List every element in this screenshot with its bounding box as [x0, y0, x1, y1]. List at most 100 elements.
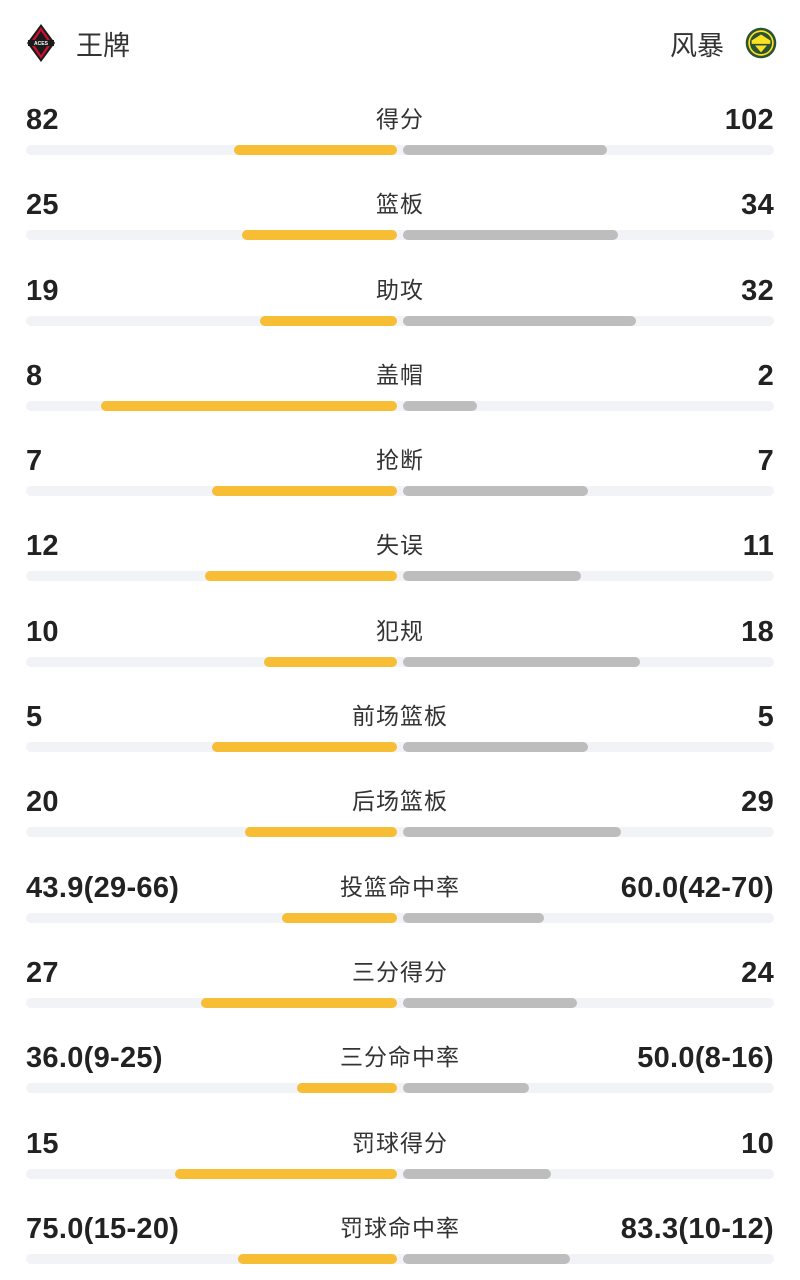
- home-stat-bar: [212, 742, 397, 753]
- away-stat-bar: [403, 315, 636, 326]
- stat-label: 投篮命中率: [340, 874, 460, 901]
- team-header: ACES 王牌 风暴: [0, 0, 800, 86]
- stat-bar-track: [26, 315, 774, 326]
- away-stat-bar: [403, 230, 618, 241]
- home-stat-bar: [242, 230, 397, 241]
- home-stat-bar: [282, 912, 397, 923]
- stat-row: 5 前场篮板 5: [0, 693, 800, 778]
- stat-bar-track: [26, 486, 774, 497]
- away-stat-value: 5: [757, 701, 774, 734]
- away-stat-value: 32: [741, 274, 774, 307]
- stat-bar-track: [26, 1168, 774, 1179]
- home-stat-value: 8: [26, 359, 43, 392]
- away-stat-bar: [403, 486, 588, 497]
- home-stat-value: 36.0(9-25): [26, 1042, 163, 1075]
- stat-row: 15 罚球得分 10: [0, 1120, 800, 1205]
- stat-row: 25 篮板 34: [0, 181, 800, 266]
- stat-row: 43.9(29-66) 投篮命中率 60.0(42-70): [0, 864, 800, 949]
- away-stat-bar: [403, 912, 544, 923]
- away-stat-bar: [403, 742, 588, 753]
- stat-row: 36.0(9-25) 三分命中率 50.0(8-16): [0, 1034, 800, 1119]
- home-stat-bar: [175, 1168, 397, 1179]
- home-stat-bar: [101, 400, 397, 411]
- stat-row: 27 三分得分 24: [0, 949, 800, 1034]
- stat-label: 篮板: [376, 192, 424, 219]
- away-stat-value: 2: [757, 359, 774, 392]
- away-stat-value: 60.0(42-70): [620, 871, 774, 904]
- stat-row: 75.0(15-20) 罚球命中率 83.3(10-12): [0, 1205, 800, 1280]
- stat-label: 罚球得分: [352, 1130, 448, 1157]
- home-stat-value: 43.9(29-66): [26, 871, 180, 904]
- stat-label: 失误: [376, 533, 424, 560]
- home-stat-bar: [264, 656, 397, 667]
- stat-bar-track: [26, 912, 774, 923]
- stat-row: 8 盖帽 2: [0, 352, 800, 437]
- stat-row: 7 抢断 7: [0, 437, 800, 522]
- home-stat-value: 27: [26, 956, 59, 989]
- home-stat-bar: [205, 571, 397, 582]
- aces-logo-icon: ACES: [24, 23, 58, 63]
- stat-label: 三分得分: [352, 959, 448, 986]
- away-stat-value: 7: [757, 445, 774, 478]
- home-stat-value: 15: [26, 1127, 59, 1160]
- away-stat-bar: [403, 827, 621, 838]
- stat-bar-track: [26, 145, 774, 155]
- stat-row: 12 失误 11: [0, 522, 800, 607]
- home-team[interactable]: ACES 王牌: [24, 20, 130, 66]
- stat-bar-track: [26, 400, 774, 411]
- away-stat-value: 24: [741, 956, 774, 989]
- home-team-name: 王牌: [76, 30, 130, 62]
- home-stat-bar: [245, 827, 397, 838]
- away-stat-bar: [403, 400, 477, 411]
- away-stat-bar: [403, 997, 577, 1008]
- stat-bar-track: [26, 1253, 774, 1264]
- home-stat-bar: [201, 997, 397, 1008]
- away-stat-value: 102: [724, 104, 774, 136]
- home-stat-value: 75.0(15-20): [26, 1212, 180, 1245]
- home-stat-value: 82: [26, 104, 59, 136]
- stat-bar-track: [26, 997, 774, 1008]
- away-stat-value: 29: [741, 786, 774, 819]
- stat-label: 助攻: [376, 277, 424, 304]
- home-stat-value: 7: [26, 445, 43, 478]
- away-stat-bar: [403, 1168, 551, 1179]
- stat-label: 三分命中率: [340, 1045, 460, 1072]
- stat-bar-track: [26, 656, 774, 667]
- away-stat-value: 50.0(8-16): [637, 1042, 774, 1075]
- stat-label: 犯规: [376, 618, 424, 645]
- home-stat-bar: [297, 1083, 397, 1094]
- away-team[interactable]: 风暴: [670, 20, 778, 66]
- away-stat-bar: [403, 1253, 570, 1264]
- away-stat-value: 10: [741, 1127, 774, 1160]
- home-stat-value: 12: [26, 530, 59, 563]
- away-stat-bar: [403, 1083, 529, 1094]
- aces-logo-text: ACES: [34, 41, 49, 47]
- home-stat-bar: [234, 145, 397, 155]
- home-stat-bar: [260, 315, 397, 326]
- home-stat-value: 19: [26, 274, 59, 307]
- stat-bar-track: [26, 742, 774, 753]
- stat-bar-track: [26, 1083, 774, 1094]
- away-stat-value: 18: [741, 615, 774, 648]
- stat-bar-track: [26, 827, 774, 838]
- away-stat-bar: [403, 571, 581, 582]
- stat-label: 前场篮板: [352, 704, 448, 731]
- stat-row: 19 助攻 32: [0, 267, 800, 352]
- stat-label: 后场篮板: [352, 789, 448, 816]
- home-stat-value: 5: [26, 701, 43, 734]
- home-stat-value: 25: [26, 189, 59, 222]
- stat-bar-track: [26, 230, 774, 241]
- home-stat-value: 20: [26, 786, 59, 819]
- stat-label: 盖帽: [376, 362, 424, 389]
- home-stat-bar: [238, 1253, 397, 1264]
- home-stat-value: 10: [26, 615, 59, 648]
- away-stat-bar: [403, 656, 640, 667]
- stats-list: 82 得分 102 25 篮板 34 19 助攻 32 8 盖帽 2 7 抢断 7 12 失误 11 10 犯规 18 5…: [0, 96, 800, 1280]
- stat-label: 得分: [376, 107, 424, 133]
- away-stat-bar: [403, 145, 607, 155]
- away-team-name: 风暴: [670, 30, 724, 62]
- away-stat-value: 11: [742, 530, 774, 563]
- home-stat-bar: [212, 486, 397, 497]
- away-stat-value: 34: [741, 189, 774, 222]
- away-stat-value: 83.3(10-12): [620, 1212, 774, 1245]
